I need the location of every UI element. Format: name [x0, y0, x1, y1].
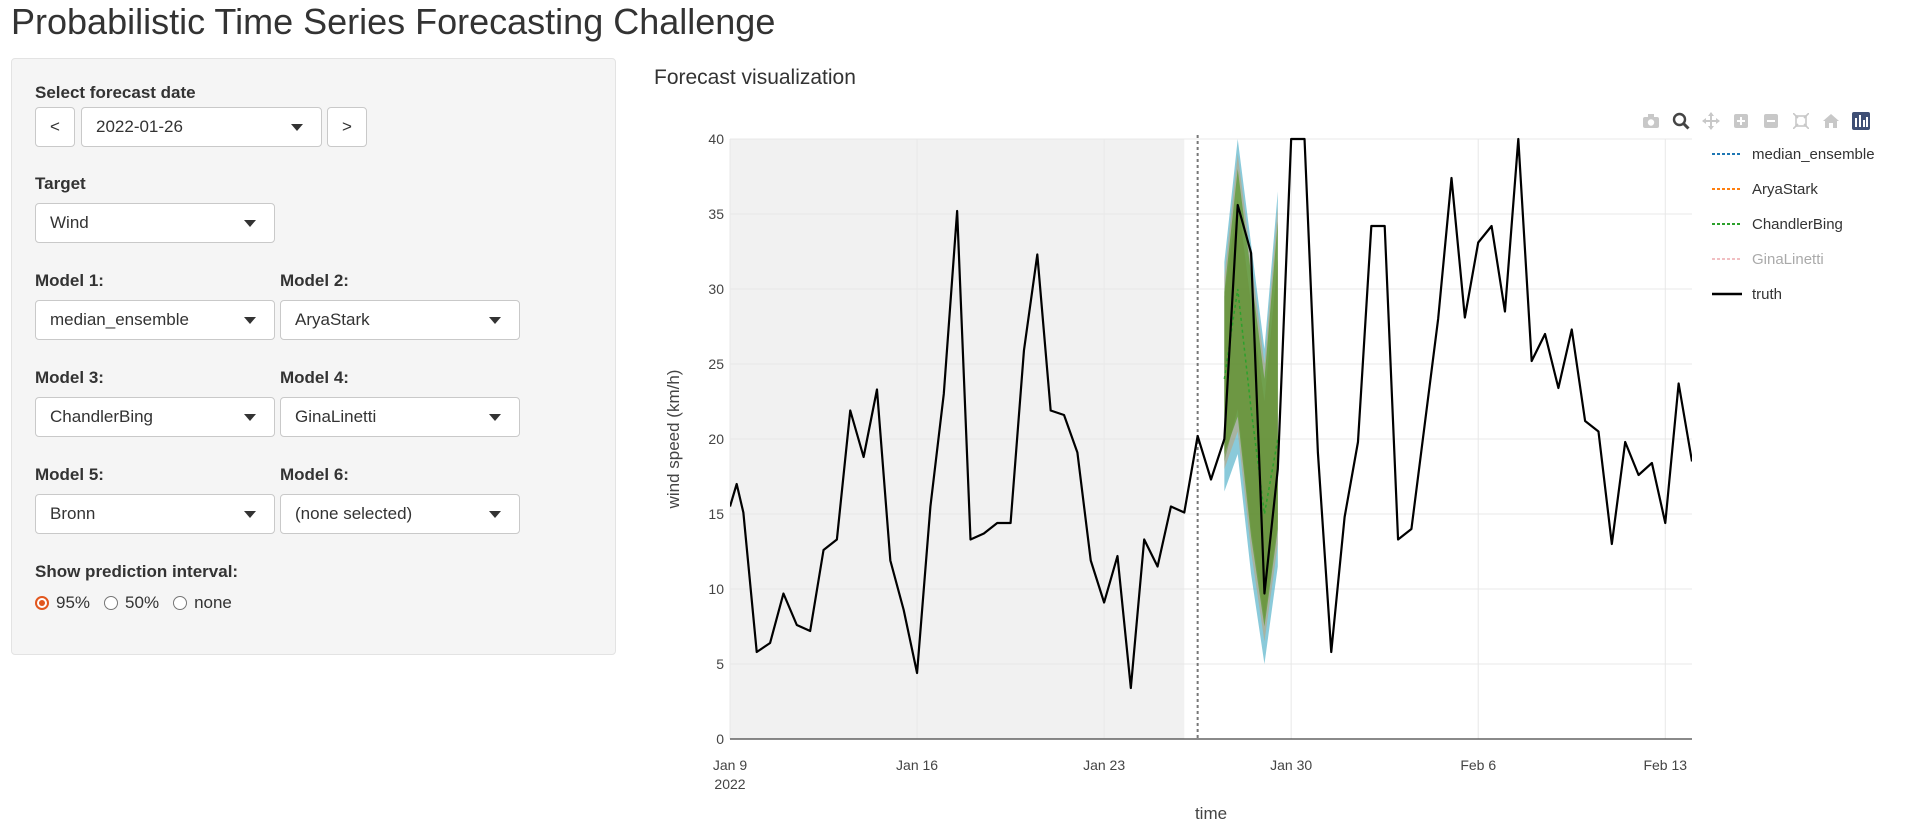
model-1-select[interactable]: median_ensemble — [35, 300, 275, 340]
x-tick-label: Jan 16 — [896, 757, 938, 773]
zoom-icon[interactable] — [1670, 110, 1692, 132]
model-2-select[interactable]: AryaStark — [280, 300, 520, 340]
y-tick-label: 40 — [708, 131, 724, 147]
chevron-down-icon — [489, 413, 501, 421]
autoscale-icon[interactable] — [1790, 110, 1812, 132]
interval-label: Show prediction interval: — [35, 562, 239, 581]
next-date-button[interactable]: > — [327, 107, 367, 147]
model-4-label: Model 4: — [280, 368, 349, 387]
legend-item: GinaLinetti — [1752, 251, 1824, 268]
model-2-label: Model 2: — [280, 271, 349, 290]
forecast-date-value: 2022-01-26 — [96, 117, 183, 136]
x-tick-label: Jan 30 — [1270, 757, 1312, 773]
y-tick-label: 0 — [716, 731, 724, 747]
target-value: Wind — [50, 213, 89, 232]
sidebar-panel: Select forecast date < 2022-01-26 > Targ… — [11, 58, 616, 655]
model-3-value: ChandlerBing — [50, 407, 154, 426]
prev-date-button[interactable]: < — [35, 107, 75, 147]
forecast-chart[interactable]: 0 5 10 15 20 25 30 35 40 Jan 9 2022 Jan 16 Jan 23 Jan… — [640, 105, 1906, 827]
median-forecast-line — [1223, 288, 1279, 515]
y-tick-label: 5 — [716, 656, 724, 672]
model-3-select[interactable]: ChandlerBing — [35, 397, 275, 437]
forecast-date-select[interactable]: 2022-01-26 — [81, 107, 322, 147]
model-3-label: Model 3: — [35, 368, 104, 387]
model-6-label: Model 6: — [280, 465, 349, 484]
x-tick-label: Feb 6 — [1460, 757, 1496, 773]
camera-icon[interactable] — [1640, 110, 1662, 132]
y-tick-label: 35 — [708, 206, 724, 222]
legend-item: truth — [1752, 286, 1782, 303]
chevron-down-icon — [489, 316, 501, 324]
model-4-select[interactable]: GinaLinetti — [280, 397, 520, 437]
target-select[interactable]: Wind — [35, 203, 275, 243]
model-5-value: Bronn — [50, 504, 96, 523]
model-1-label: Model 1: — [35, 271, 104, 290]
interval-option-label: none — [194, 593, 232, 612]
plot-modebar — [1640, 110, 1880, 132]
zoom-in-icon[interactable] — [1730, 110, 1752, 132]
interval-option-none[interactable]: none — [173, 593, 232, 613]
y-tick-label: 30 — [708, 281, 724, 297]
y-tick-label: 25 — [708, 356, 724, 372]
y-tick-label: 10 — [708, 581, 724, 597]
chevron-down-icon — [244, 219, 256, 227]
y-tick-label: 20 — [708, 431, 724, 447]
legend-item: median_ensemble — [1752, 146, 1875, 163]
interval-option-label: 95% — [56, 593, 91, 612]
reset-axes-icon[interactable] — [1820, 110, 1842, 132]
x-tick-year: 2022 — [714, 776, 745, 792]
chevron-down-icon — [244, 316, 256, 324]
x-tick-label: Jan 9 — [713, 757, 747, 773]
chevron-down-icon — [291, 123, 303, 131]
x-axis-title: time — [1195, 804, 1227, 823]
radio-selected-icon[interactable] — [35, 596, 49, 610]
page-title: Probabilistic Time Series Forecasting Ch… — [11, 1, 776, 42]
model-5-select[interactable]: Bronn — [35, 494, 275, 534]
chevron-down-icon — [489, 510, 501, 518]
model-6-value: (none selected) — [295, 504, 413, 523]
interval-option-50[interactable]: 50% — [104, 593, 159, 613]
forecast-date-label: Select forecast date — [35, 83, 196, 102]
y-tick-label: 15 — [708, 506, 724, 522]
x-tick-label: Feb 13 — [1643, 757, 1687, 773]
model-4-value: GinaLinetti — [295, 407, 377, 426]
pan-icon[interactable] — [1700, 110, 1722, 132]
chevron-down-icon — [244, 510, 256, 518]
plotly-logo-icon[interactable] — [1850, 110, 1872, 132]
interval-option-95[interactable]: 95% — [35, 593, 90, 613]
model-6-select[interactable]: (none selected) — [280, 494, 520, 534]
x-tick-label: Jan 23 — [1083, 757, 1125, 773]
viz-title: Forecast visualization — [654, 66, 856, 89]
radio-icon[interactable] — [173, 596, 188, 610]
model-1-value: median_ensemble — [50, 310, 189, 329]
interval-radio-group: 95% 50% none — [35, 593, 246, 613]
radio-icon[interactable] — [104, 596, 119, 610]
model-5-label: Model 5: — [35, 465, 104, 484]
legend-item: AryaStark — [1752, 181, 1818, 198]
chevron-down-icon — [244, 413, 256, 421]
y-axis-title: wind speed (km/h) — [664, 370, 683, 510]
model-2-value: AryaStark — [295, 310, 370, 329]
zoom-out-icon[interactable] — [1760, 110, 1782, 132]
interval-option-label: 50% — [125, 593, 160, 612]
truth-line — [730, 137, 1692, 690]
target-label: Target — [35, 174, 86, 193]
legend-item: ChandlerBing — [1752, 216, 1843, 233]
